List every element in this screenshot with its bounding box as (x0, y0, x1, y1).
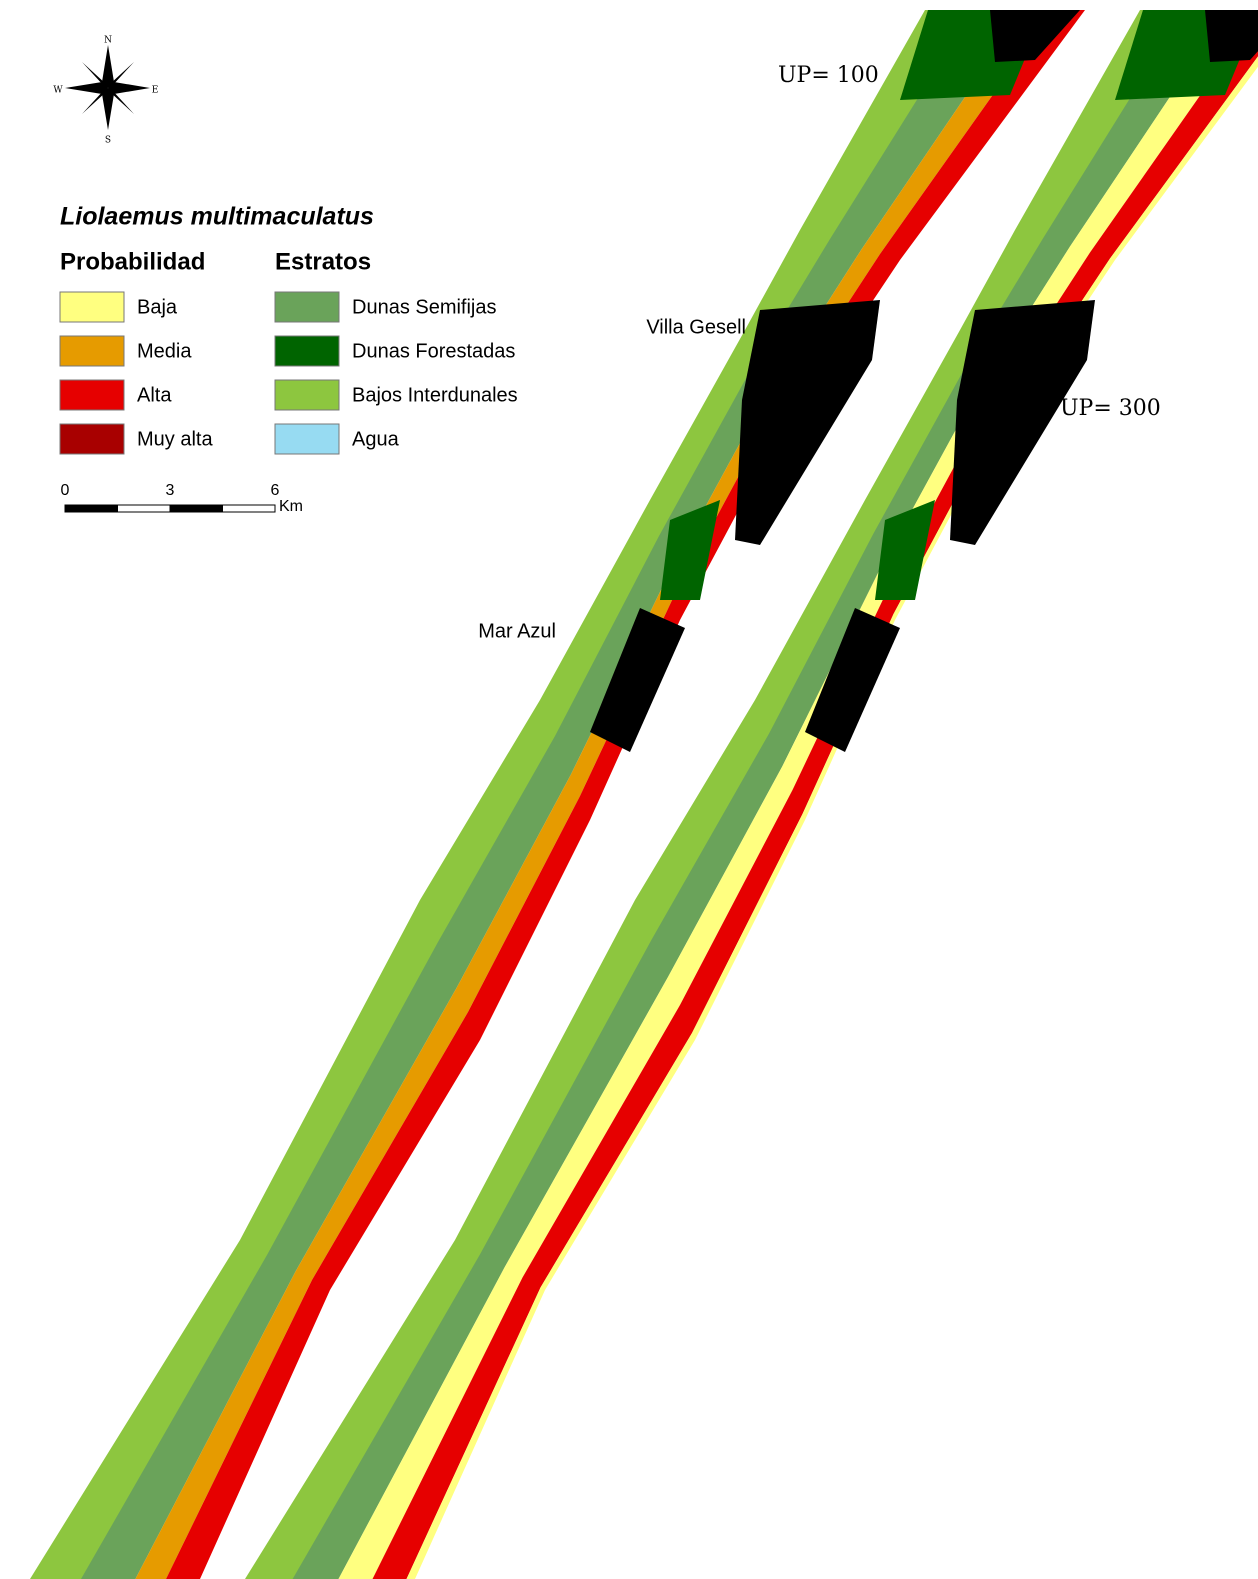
legend-group-title: Estratos (275, 248, 371, 275)
legend-label: Media (137, 340, 192, 362)
scale-segment (118, 505, 171, 512)
place-label: Mar Azul (478, 620, 556, 642)
legend-label: Agua (352, 428, 400, 450)
urban-area (950, 300, 1095, 545)
compass-n: N (104, 36, 112, 46)
legend-label: Muy alta (137, 428, 213, 450)
legend-label: Dunas Semifijas (352, 296, 497, 318)
legend-group-title: Probabilidad (60, 248, 205, 275)
urban-area (1205, 10, 1258, 62)
scale-bar: 0 3 6Km (61, 482, 303, 515)
urban-area (735, 300, 880, 545)
compass-arrow (102, 45, 114, 88)
scale-tick-label: 0 (61, 482, 70, 499)
legend-swatch (60, 292, 124, 322)
legend: Probabilidad Baja Media Alta Muy alta Estrato… (60, 248, 518, 454)
scale-segment (223, 505, 276, 512)
legend-swatch (275, 424, 339, 454)
legend-label: Baja (137, 296, 178, 318)
habitat-map (30, 10, 1258, 1579)
compass-arrow (108, 82, 150, 94)
compass-s: S (105, 136, 111, 146)
compass-w: W (53, 86, 63, 96)
legend-swatch (275, 336, 339, 366)
scale-tick-label: 6 (271, 482, 280, 499)
compass-e: E (152, 86, 159, 96)
legend-swatch (275, 380, 339, 410)
legend-label: Bajos Interdunales (352, 384, 518, 406)
compass-arrow (102, 88, 114, 130)
legend-label: Alta (137, 384, 172, 406)
place-label: Villa Gesell (646, 316, 746, 338)
legend-swatch (275, 292, 339, 322)
scale-tick-label: 3 (166, 482, 175, 499)
legend-swatch (60, 424, 124, 454)
legend-swatch (60, 380, 124, 410)
scale-unit: Km (279, 498, 303, 515)
place-label: UP= 300 (1060, 396, 1161, 421)
scale-segment (65, 505, 118, 512)
legend-swatch (60, 336, 124, 366)
place-label: UP= 100 (778, 63, 879, 88)
compass-rose: N S E W (53, 36, 158, 146)
legend-title: Liolaemus multimaculatus (60, 203, 374, 231)
compass-arrow (65, 82, 108, 94)
scale-segment (170, 505, 223, 512)
urban-area (990, 10, 1080, 62)
map: N S E W Liolaemus multimaculatus Probabi… (0, 0, 1258, 1579)
habitat-band (166, 10, 1085, 1579)
legend-label: Dunas Forestadas (352, 340, 515, 362)
